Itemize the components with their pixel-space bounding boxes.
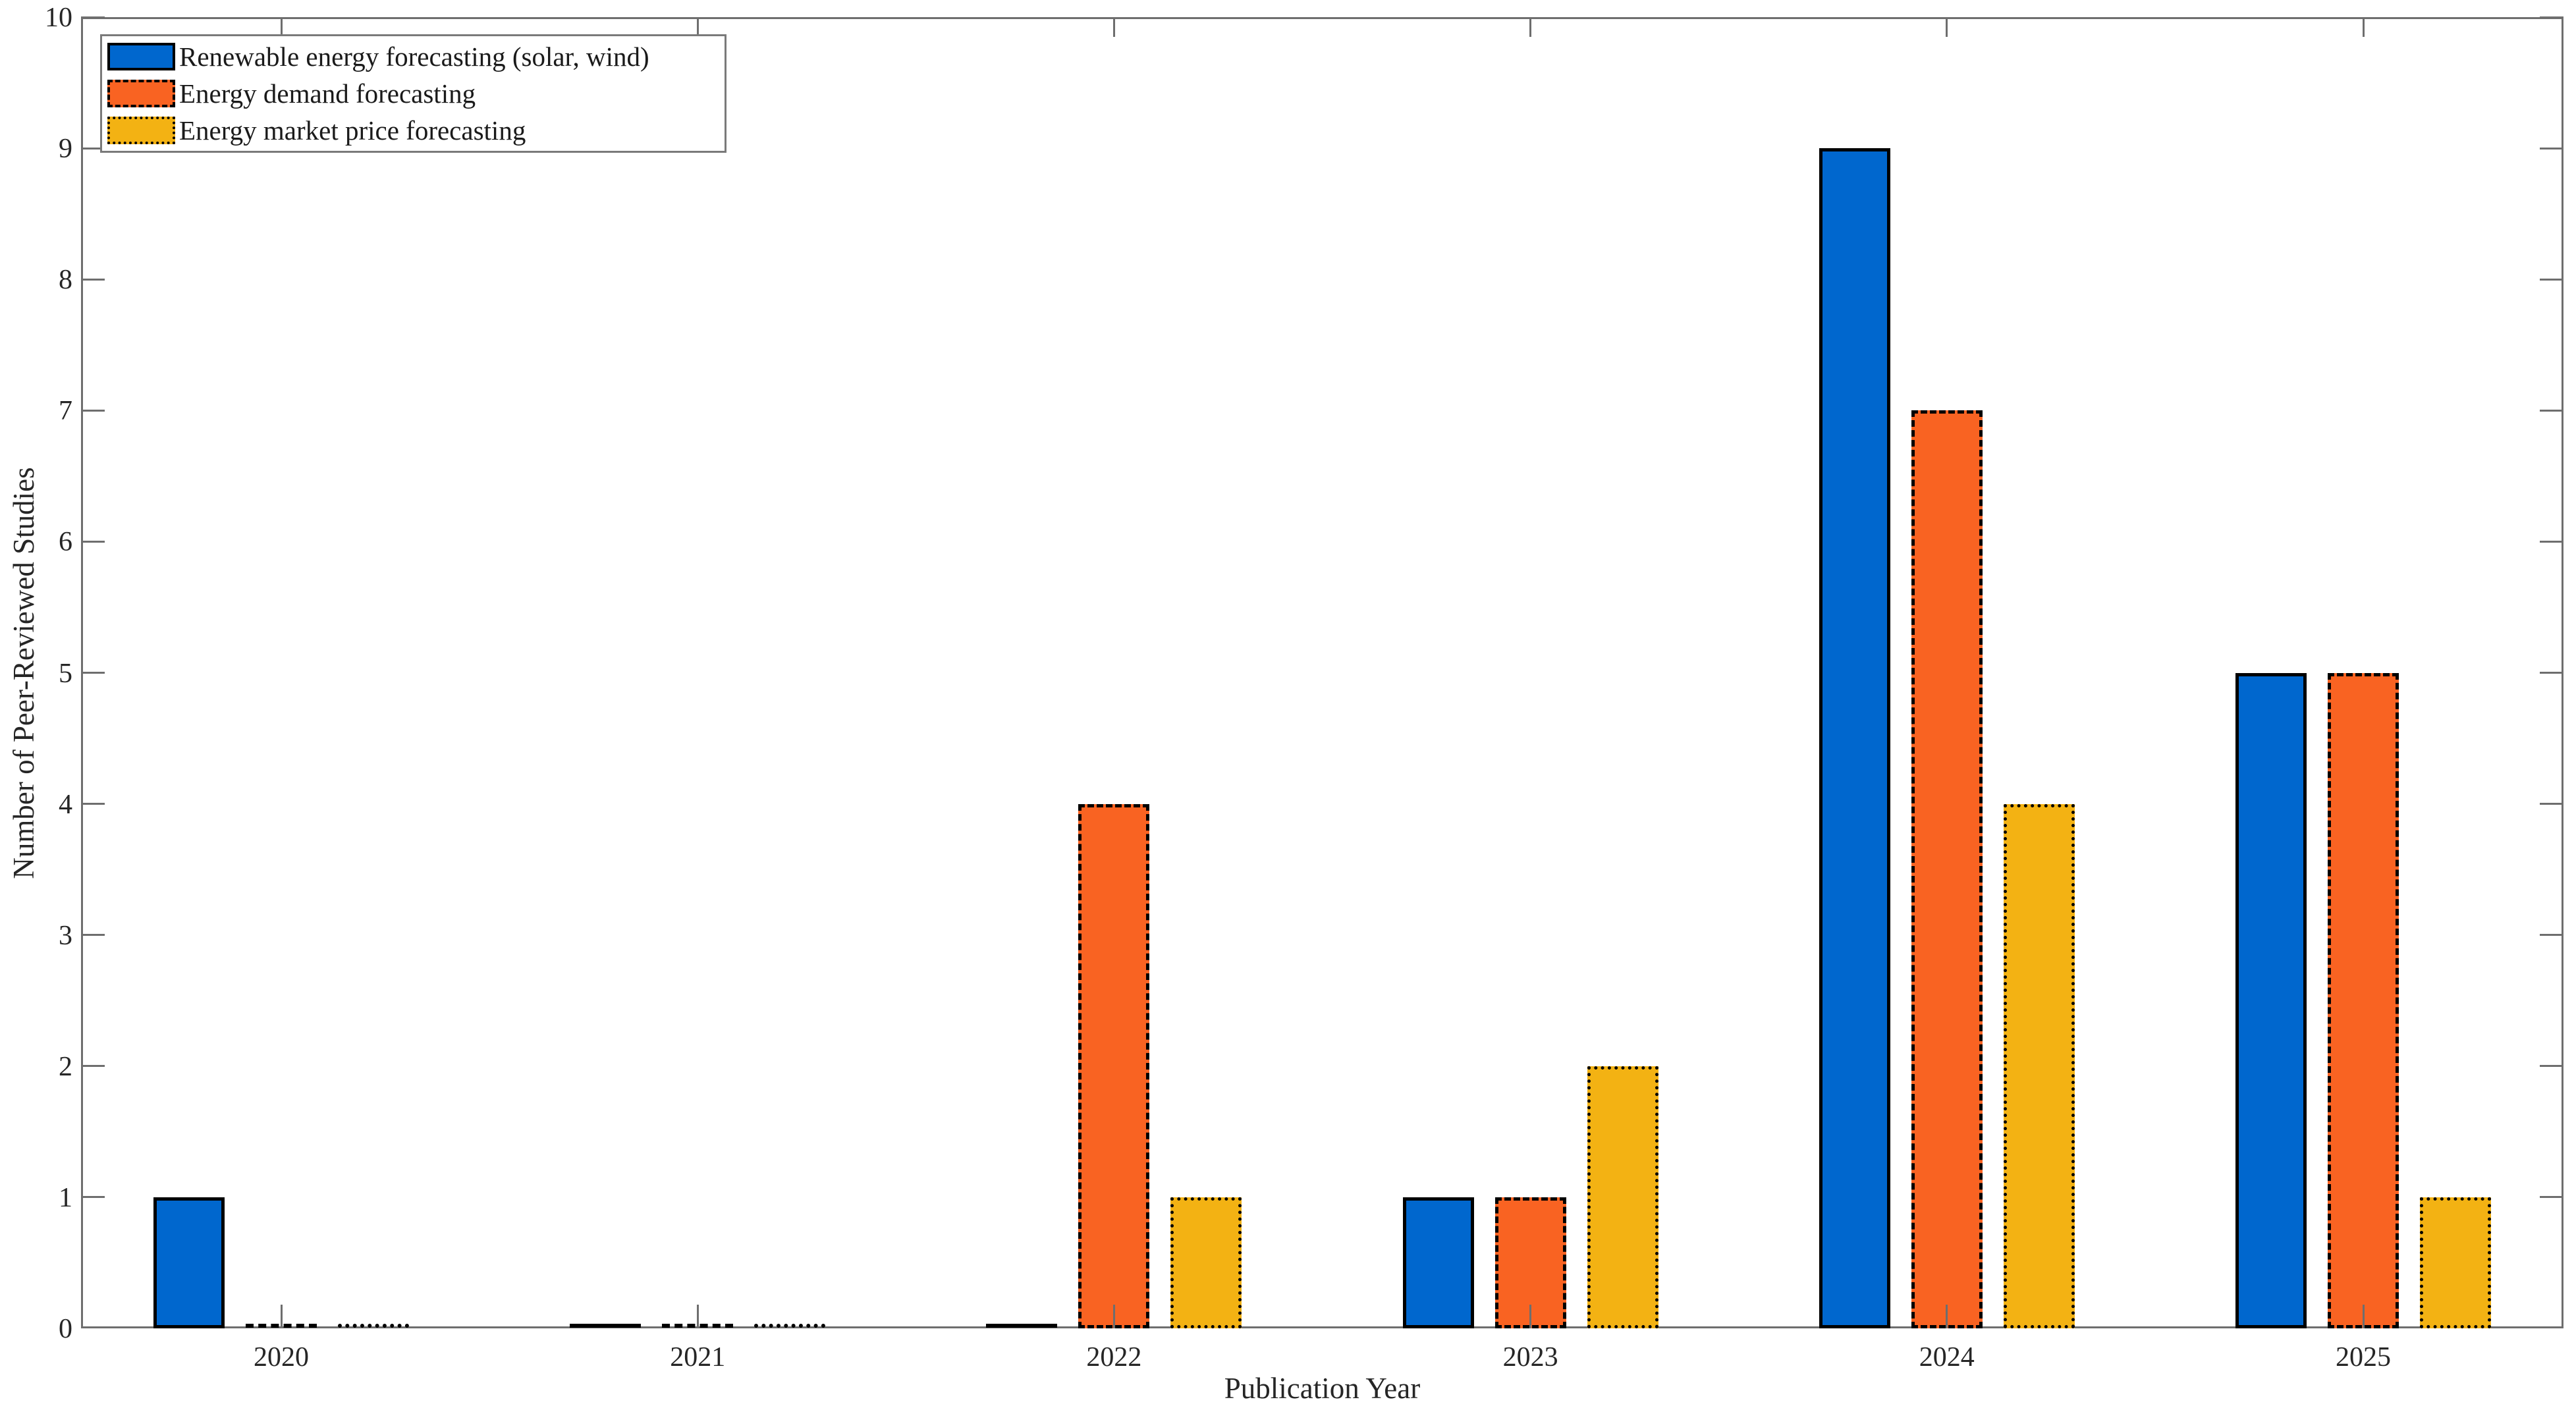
bar-2025-series2 [2328, 672, 2399, 1328]
bar-2022-series3 [1170, 1197, 1242, 1328]
bar-2022-series2 [1078, 803, 1150, 1328]
y-tick-mark [81, 540, 105, 543]
x-tick-mark [2362, 1305, 2365, 1328]
y-tick-mark [81, 278, 105, 281]
y-tick-label: 9 [59, 134, 72, 165]
y-tick-mark-right [2540, 278, 2563, 281]
legend-label: Energy demand forecasting [179, 78, 476, 109]
plot-area [81, 17, 2563, 1328]
x-tick-mark [696, 1305, 699, 1328]
y-tick-mark [81, 409, 105, 412]
x-tick-label: 2023 [1502, 1342, 1558, 1372]
x-tick-mark-top [2362, 17, 2365, 37]
y-tick-mark-right [2540, 803, 2563, 805]
zero-bar-2022-series1 [986, 1324, 1058, 1328]
bar-2024-series3 [2003, 803, 2075, 1328]
x-tick-mark-top [1112, 17, 1115, 37]
y-tick-label: 3 [59, 920, 72, 951]
legend-item: Energy demand forecasting [107, 75, 725, 112]
legend-swatch-solid-icon [107, 43, 175, 70]
x-tick-mark-top [1946, 17, 1948, 37]
x-tick-mark [280, 1305, 283, 1328]
y-tick-mark-right [2540, 409, 2563, 412]
y-tick-mark [81, 16, 105, 18]
y-tick-label: 7 [59, 396, 72, 427]
legend-item: Energy market price forecasting [107, 112, 725, 149]
y-tick-label: 4 [59, 789, 72, 820]
legend-label: Energy market price forecasting [179, 115, 526, 146]
zero-bar-2021-series1 [570, 1324, 642, 1328]
y-tick-mark-right [2540, 1065, 2563, 1068]
y-tick-label: 5 [59, 658, 72, 689]
y-tick-mark [81, 1196, 105, 1199]
legend: Renewable energy forecasting (solar, win… [100, 34, 726, 153]
y-tick-label: 2 [59, 1051, 72, 1082]
y-tick-label: 0 [59, 1314, 72, 1344]
y-tick-label: 6 [59, 527, 72, 558]
legend-swatch-dashed-icon [107, 80, 175, 107]
legend-label: Renewable energy forecasting (solar, win… [179, 41, 649, 72]
legend-swatch-dotted-icon [107, 117, 175, 144]
y-tick-mark [81, 1065, 105, 1068]
x-tick-label: 2021 [670, 1342, 726, 1372]
zero-bar-2021-series3 [754, 1324, 826, 1328]
bar-2025-series1 [2235, 672, 2307, 1328]
x-tick-mark [1112, 1305, 1115, 1328]
bar-2024-series1 [1819, 148, 1890, 1328]
x-tick-mark [1529, 1305, 1532, 1328]
y-tick-mark-right [2540, 16, 2563, 18]
y-tick-mark-right [2540, 672, 2563, 674]
x-tick-label: 2022 [1086, 1342, 1142, 1372]
bar-2023-series1 [1402, 1197, 1474, 1328]
y-tick-mark-right [2540, 1196, 2563, 1199]
y-tick-label: 1 [59, 1182, 72, 1213]
x-tick-mark-top [1529, 17, 1532, 37]
y-tick-mark [81, 934, 105, 937]
legend-item: Renewable energy forecasting (solar, win… [107, 38, 725, 75]
y-tick-label: 10 [45, 3, 72, 33]
x-tick-label: 2025 [2336, 1342, 2391, 1372]
x-tick-mark-top [696, 17, 699, 37]
x-axis-title: Publication Year [1224, 1372, 1421, 1405]
y-tick-mark-right [2540, 540, 2563, 543]
y-tick-mark-right [2540, 147, 2563, 149]
zero-bar-2020-series3 [338, 1324, 409, 1328]
y-tick-mark [81, 803, 105, 805]
y-tick-mark [81, 672, 105, 674]
bar-2020-series1 [153, 1197, 225, 1328]
y-tick-mark-right [2540, 934, 2563, 937]
bar-2024-series2 [1911, 410, 1983, 1328]
bar-2023-series3 [1587, 1066, 1658, 1328]
y-tick-label: 8 [59, 265, 72, 296]
x-tick-mark [1946, 1305, 1948, 1328]
x-tick-label: 2024 [1919, 1342, 1975, 1372]
x-tick-label: 2020 [254, 1342, 309, 1372]
bar-2025-series3 [2420, 1197, 2491, 1328]
y-tick-mark [81, 147, 105, 149]
x-tick-mark-top [280, 17, 283, 37]
